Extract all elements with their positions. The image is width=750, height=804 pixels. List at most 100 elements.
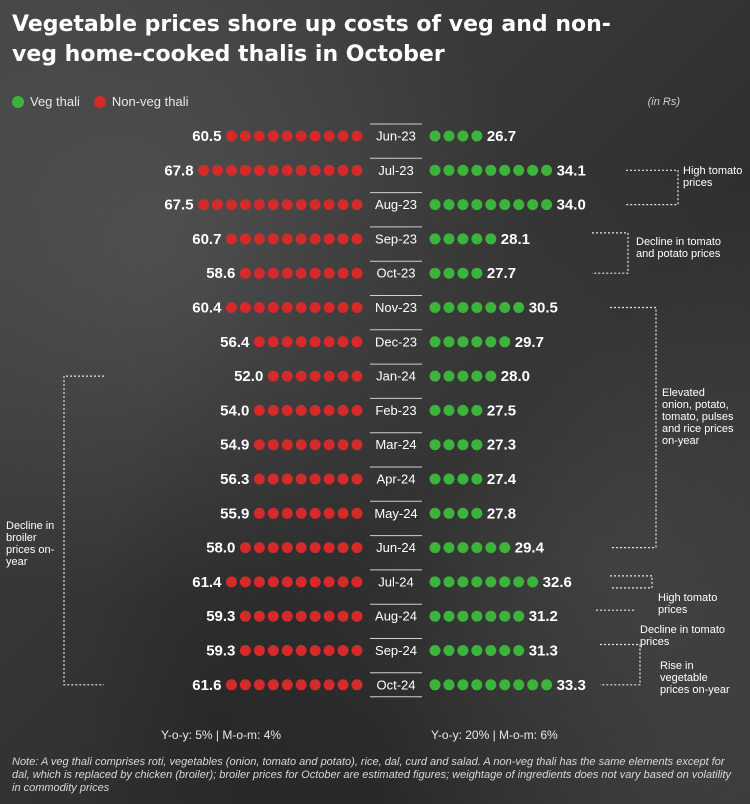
month-label: Oct-24 [376, 677, 415, 692]
veg-value-label: 34.1 [557, 162, 586, 179]
nonveg-dot [253, 576, 265, 588]
nonveg-dot [351, 199, 363, 211]
veg-dot [527, 679, 539, 691]
veg-dot [457, 576, 469, 588]
month-label: Sep-23 [375, 231, 417, 246]
veg-dot [457, 130, 469, 142]
nonveg-dot [267, 164, 279, 176]
veg-dot [443, 473, 455, 485]
month-label: Jul-23 [378, 163, 413, 178]
veg-dot [485, 199, 497, 211]
nonveg-dot [253, 542, 265, 554]
nonveg-dot [239, 679, 251, 691]
nonveg-dot [295, 267, 307, 279]
veg-dot [471, 610, 483, 622]
nonveg-dot [198, 199, 210, 211]
nonveg-dot [351, 542, 363, 554]
nonveg-dot [281, 507, 293, 519]
veg-dot [485, 302, 497, 313]
nonveg-dot [295, 610, 307, 622]
nonveg-value-label: 61.6 [192, 677, 221, 694]
nonveg-dot [351, 267, 363, 279]
nonveg-dot [309, 679, 321, 691]
nonveg-dot [253, 130, 265, 142]
veg-dot [429, 336, 441, 348]
nonveg-dot [295, 542, 307, 554]
nonveg-dot [351, 130, 363, 142]
annotation-decline-tomato-potato: Decline in tomato and potato prices [636, 236, 721, 260]
legend-dot-veg [12, 95, 24, 108]
nonveg-dot [281, 645, 293, 656]
nonveg-dot [351, 302, 363, 313]
veg-dot [429, 267, 441, 279]
nonveg-dot [337, 370, 349, 382]
nonveg-dot [323, 439, 335, 451]
nonveg-value-label: 59.3 [206, 643, 235, 660]
veg-value-label: 29.7 [515, 334, 544, 351]
nonveg-dot [323, 610, 335, 622]
veg-dot [443, 610, 455, 622]
month-label: Aug-24 [375, 609, 417, 624]
nonveg-dot [253, 610, 265, 622]
nonveg-dot [295, 404, 307, 416]
veg-dot [429, 164, 441, 176]
veg-dot [443, 542, 455, 554]
nonveg-dot [225, 199, 237, 211]
footnote: Note: A veg thali comprises roti, vegeta… [12, 756, 732, 794]
annotation-elevated: Elevated onion, potato, tomato, pulses a… [662, 387, 734, 447]
month-label: Jun-23 [376, 129, 416, 144]
nonveg-dot [253, 302, 265, 313]
veg-value-label: 31.2 [529, 608, 558, 625]
veg-value-label: 33.3 [557, 677, 586, 694]
veg-dot [541, 199, 553, 211]
veg-dot [499, 199, 511, 211]
veg-dot [485, 610, 497, 622]
nonveg-value-label: 56.3 [220, 471, 249, 488]
nonveg-dot [267, 199, 279, 211]
nonveg-dot [239, 302, 251, 313]
veg-value-label: 27.8 [487, 505, 516, 522]
veg-dot [457, 645, 469, 656]
veg-dot [499, 336, 511, 348]
veg-dot [429, 199, 441, 211]
nonveg-dot [253, 404, 265, 416]
nonveg-dot [351, 610, 363, 622]
veg-dot [485, 645, 497, 656]
veg-growth-label: Y-o-y: 20% | M-o-m: 6% [431, 728, 558, 742]
bracket-decline-tomato-potato [592, 232, 629, 274]
nonveg-dot [337, 542, 349, 554]
veg-value-label: 30.5 [529, 300, 558, 317]
nonveg-dot [295, 473, 307, 485]
nonveg-dot [295, 164, 307, 176]
nonveg-dot [253, 645, 265, 656]
nonveg-dot [212, 199, 223, 211]
legend-item-nonveg: Non-veg thali [93, 94, 188, 109]
nonveg-dot [281, 164, 293, 176]
nonveg-dot [337, 267, 349, 279]
veg-dot [471, 370, 483, 382]
veg-dot [457, 370, 469, 382]
veg-dot [471, 130, 483, 142]
month-label: Dec-23 [375, 334, 417, 349]
nonveg-dot [267, 542, 279, 554]
veg-dot [429, 233, 441, 245]
veg-dot [429, 404, 441, 416]
nonveg-dot [323, 542, 335, 554]
veg-dot [471, 576, 483, 588]
nonveg-dot [267, 507, 279, 519]
nonveg-value-label: 56.4 [220, 334, 250, 351]
nonveg-dot [337, 439, 349, 451]
nonveg-dot [351, 233, 363, 245]
bracket-high-tomato-1 [626, 169, 679, 206]
nonveg-dot [253, 439, 265, 451]
legend-dot-nonveg [93, 95, 106, 108]
units-label: (in Rs) [647, 96, 680, 108]
veg-dot [457, 473, 469, 485]
nonveg-dot [253, 233, 265, 245]
nonveg-dot [351, 507, 363, 519]
nonveg-dot [281, 576, 293, 588]
veg-dot [499, 679, 511, 691]
veg-dot [499, 610, 511, 622]
veg-dot [471, 439, 483, 451]
nonveg-dot [295, 439, 307, 451]
